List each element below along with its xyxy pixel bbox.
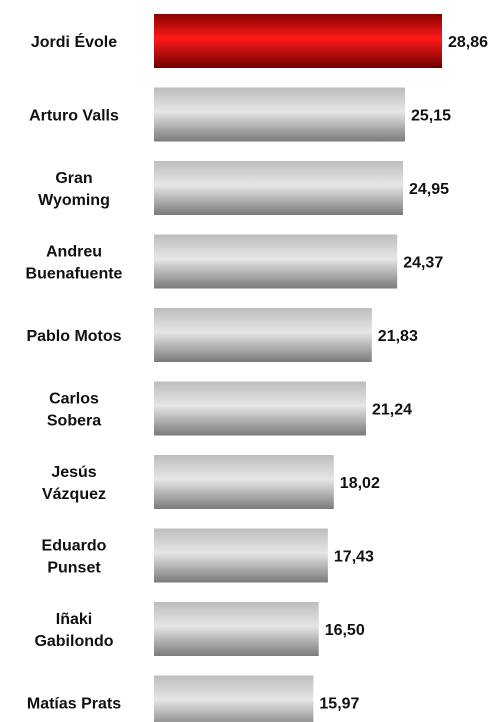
category-label-3: Andreu Buenafuente (26, 244, 123, 283)
bar-7 (154, 528, 328, 583)
category-label-4: Pablo Motos (26, 328, 121, 345)
value-label-6: 18,02 (340, 475, 380, 492)
value-label-8: 16,50 (325, 622, 365, 639)
value-label-0: 28,86 (448, 34, 488, 51)
value-label-5: 21,24 (372, 402, 412, 419)
value-label-4: 21,83 (378, 328, 418, 345)
category-label-7: Eduardo Punset (42, 538, 107, 577)
value-label-9: 15,97 (319, 696, 359, 713)
category-label-5: Carlos Sobera (47, 391, 101, 430)
category-label-1: Arturo Valls (29, 108, 119, 125)
bar-0 (154, 14, 442, 68)
category-label-8: Iñaki Gabilondo (34, 611, 113, 650)
bar-5 (154, 381, 366, 436)
bar-4 (154, 308, 372, 362)
value-label-7: 17,43 (334, 549, 374, 566)
category-label-0: Jordi Évole (31, 32, 117, 51)
bar-8 (154, 602, 319, 656)
value-label-2: 24,95 (409, 181, 449, 198)
category-label-9: Matías Prats (27, 696, 121, 713)
bar-6 (154, 455, 334, 509)
category-label-2: Gran Wyoming (38, 170, 110, 209)
value-label-1: 25,15 (411, 108, 451, 125)
value-label-3: 24,37 (403, 255, 443, 272)
bar-3 (154, 234, 398, 289)
bar-9 (154, 675, 314, 722)
bar-1 (154, 87, 405, 142)
bar-2 (154, 161, 403, 215)
category-label-6: Jesús Vázquez (42, 464, 106, 503)
